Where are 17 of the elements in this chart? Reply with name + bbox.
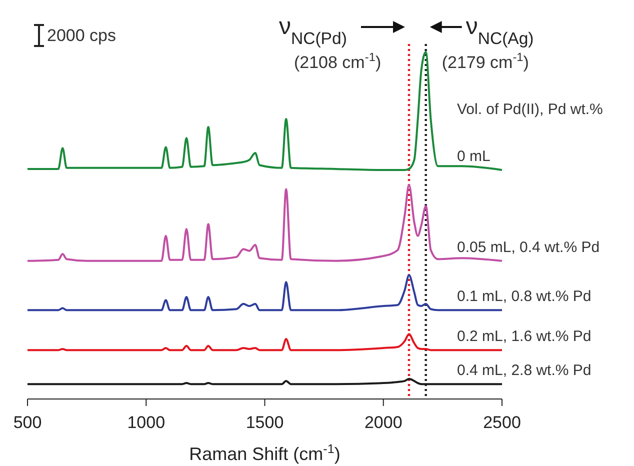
series-label: 0.2 mL, 1.6 wt.% Pd xyxy=(457,328,592,346)
text: 2000 cps xyxy=(47,26,116,45)
x-tick-label: 2500 xyxy=(483,413,521,432)
annotation: (2179 cm$^{-1}$) xyxy=(442,50,529,72)
x-tick-label: 500 xyxy=(13,413,42,432)
series-label: 0 mL xyxy=(457,148,490,165)
annotation: (2108 cm$^{-1}$) xyxy=(294,50,382,72)
x-tick-label: 2000 xyxy=(364,413,402,432)
legend-title: Vol. of Pd(II), Pd wt.% xyxy=(457,100,603,118)
series-label: 0.05 mL, 0.4 wt.% Pd xyxy=(457,238,600,256)
series-label: 0.4 mL, 2.8 wt.% Pd xyxy=(457,362,592,380)
x-tick-label: 1500 xyxy=(246,413,284,432)
x-axis-title: Raman Shift (cm$^{-1}$) xyxy=(189,442,340,464)
ref-line-label: ν$_{NC(Pd)}$ xyxy=(279,13,347,48)
x-tick-label: 1000 xyxy=(127,413,166,432)
series-label: 0.1 mL, 0.8 wt.% Pd xyxy=(457,288,592,306)
ref-line-label: ν$_{NC(Ag)}$ xyxy=(466,13,534,48)
